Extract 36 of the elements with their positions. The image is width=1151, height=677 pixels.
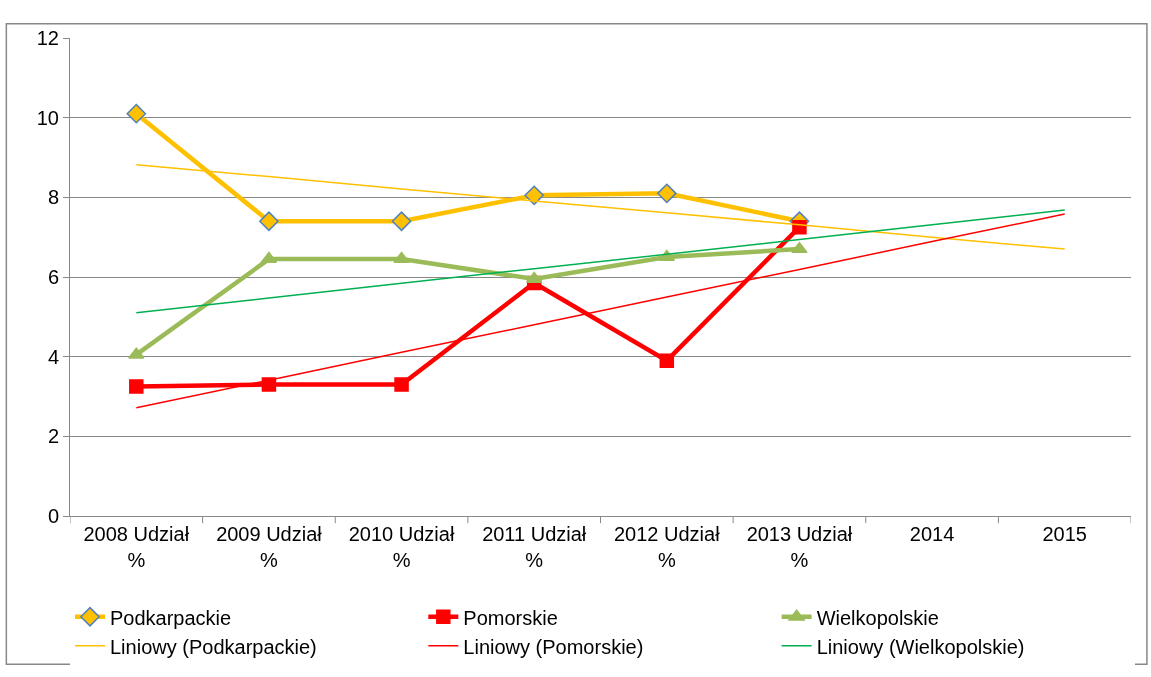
point: [791, 241, 808, 254]
y-tick-label: 8: [47, 186, 59, 209]
y-tick-label: 6: [47, 266, 59, 288]
y-tick-label: 12: [36, 27, 59, 49]
legend-label: Pomorskie: [463, 606, 558, 629]
x-tick-label: 2013 Udział %: [746, 523, 853, 571]
legend-label: Liniowy (Podkarpackie): [110, 635, 317, 658]
x-tick-label: 2011 Udział %: [482, 523, 587, 571]
point: [260, 251, 278, 264]
x-tick-label: 2012 Udział %: [614, 523, 721, 571]
point: [394, 377, 409, 392]
point: [128, 347, 145, 359]
legend-label: Liniowy (Pomorskie): [463, 635, 644, 658]
legend-label: Liniowy (Wielkopolskie): [816, 635, 1025, 658]
x-tick-label: 2015: [1042, 523, 1087, 545]
point: [659, 353, 675, 368]
y-tick-label: 4: [47, 345, 59, 368]
point: [261, 377, 277, 392]
y-tick-label: 2: [47, 425, 59, 448]
point: [656, 183, 677, 204]
point: [129, 379, 144, 394]
point: [524, 185, 545, 206]
point: [393, 251, 410, 264]
line-series: [135, 213, 1066, 409]
point: [259, 211, 279, 232]
y-tick-label: 10: [36, 106, 59, 129]
point: [391, 211, 412, 232]
line-series: [135, 209, 1066, 314]
x-tick-label: 2009 Udział %: [216, 523, 323, 571]
legend-label: Podkarpackie: [110, 606, 232, 629]
x-tick-label: 2008 Udział %: [83, 523, 190, 571]
y-tick-label: 0: [47, 505, 59, 527]
legend-label: Wielkopolskie: [816, 606, 939, 629]
x-tick-label: 2014: [909, 523, 955, 545]
point: [126, 103, 147, 124]
x-tick-label: 2010 Udział %: [348, 523, 455, 571]
